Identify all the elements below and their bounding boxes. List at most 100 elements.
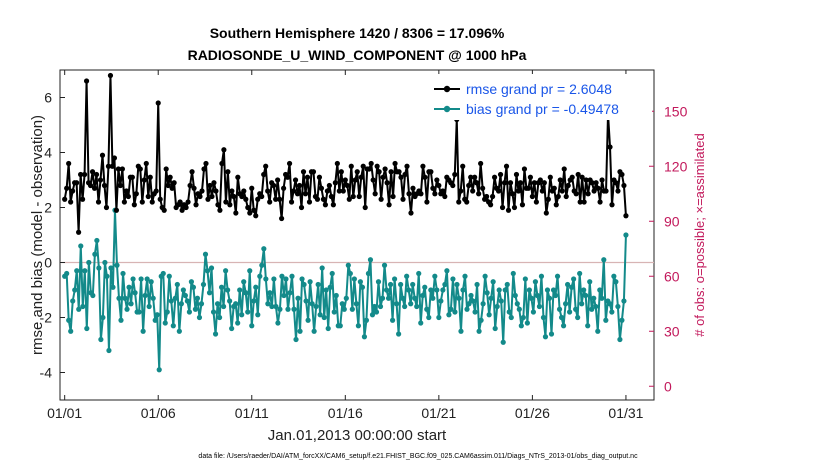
bias-point: [168, 298, 174, 304]
rmse-point: [408, 210, 414, 216]
rmse-point: [458, 188, 464, 194]
bias-point: [66, 317, 72, 323]
bias-point: [434, 287, 440, 293]
rmse-point: [591, 188, 597, 194]
bias-point: [70, 298, 76, 304]
rmse-point: [597, 199, 603, 205]
bias-point: [554, 273, 561, 279]
bias-point: [498, 298, 504, 304]
bias-point: [126, 284, 132, 290]
bias-point: [508, 314, 514, 321]
rmse-point: [247, 210, 253, 216]
y-tick-label-left: -4: [40, 365, 53, 381]
bias-point: [188, 279, 195, 285]
rmse-point: [147, 174, 153, 180]
rmse-point: [386, 202, 392, 208]
rmse-point: [89, 169, 96, 175]
rmse-point: [537, 177, 543, 183]
rmse-point: [203, 160, 209, 167]
rmse-point: [310, 169, 317, 175]
rmse-point: [261, 171, 267, 178]
bias-point: [571, 276, 577, 282]
bias-point: [72, 287, 78, 293]
legend-swatch-marker: [443, 105, 451, 113]
bias-point: [321, 314, 327, 321]
bias-point: [265, 301, 271, 307]
bias-point: [289, 273, 295, 279]
bias-point: [412, 295, 418, 301]
rmse-point: [171, 180, 177, 186]
bias-point: [476, 328, 482, 334]
bias-point: [456, 295, 462, 301]
rmse-point: [326, 182, 332, 189]
bias-point: [261, 246, 267, 252]
rmse-point: [207, 182, 213, 189]
x-axis: 01/01 01/06 01/11 01/16 01/21 01/26 01/31: [47, 70, 644, 421]
bias-point: [560, 323, 567, 329]
bias-point: [235, 320, 241, 326]
bias-point: [237, 287, 243, 293]
rmse-point: [193, 202, 199, 208]
bias-point: [426, 314, 432, 321]
rmse-point: [97, 177, 104, 183]
rmse-point: [249, 185, 255, 191]
y-axis-right: 0 30 60 90 120 150: [649, 103, 688, 394]
rmse-point: [581, 199, 587, 205]
bias-point: [200, 281, 207, 288]
bias-point: [184, 298, 190, 304]
rmse-point: [398, 174, 404, 180]
rmse-point: [525, 185, 532, 191]
bias-point: [267, 290, 273, 296]
rmse-point: [153, 188, 159, 194]
bias-point: [490, 279, 496, 285]
bias-point: [216, 314, 223, 321]
bias-point: [146, 303, 152, 310]
bias-point: [534, 292, 541, 299]
rmse-point: [316, 174, 323, 180]
rmse-point: [149, 199, 155, 205]
rmse-point: [143, 160, 149, 167]
x-tick-label: 01/11: [235, 405, 269, 421]
bias-point: [68, 328, 74, 334]
rmse-point: [294, 191, 301, 197]
rmse-point: [265, 188, 271, 194]
rmse-point: [107, 72, 114, 79]
bias-point: [253, 284, 259, 290]
bias-point: [617, 336, 623, 343]
rmse-point: [356, 193, 362, 200]
bias-point: [440, 287, 446, 293]
bias-point: [532, 279, 539, 285]
rmse-point: [288, 199, 295, 205]
bias-point: [311, 328, 317, 334]
bias-point: [611, 273, 617, 279]
bias-point: [110, 284, 116, 290]
bias-point: [436, 314, 442, 321]
bias-point: [329, 270, 335, 277]
bias-point: [424, 306, 430, 312]
rmse-point: [599, 177, 605, 183]
rmse-point: [259, 193, 265, 200]
rmse-point: [509, 191, 516, 197]
rmse-point: [235, 174, 241, 180]
bias-point: [504, 281, 510, 288]
bias-point: [218, 284, 225, 290]
rmse-point: [344, 182, 350, 189]
rmse-point: [519, 202, 526, 208]
bias-point: [214, 301, 221, 307]
bias-point: [398, 281, 404, 288]
rmse-point: [239, 193, 245, 200]
bias-point: [297, 328, 303, 334]
bias-point: [450, 276, 456, 282]
rmse-point: [613, 180, 619, 186]
rmse-point: [340, 188, 346, 194]
bias-point: [102, 259, 108, 266]
rmse-point: [551, 185, 557, 191]
bias-point: [567, 309, 573, 315]
bias-point: [402, 303, 408, 310]
bias-point: [243, 290, 249, 296]
y-tick-label-right: 0: [664, 378, 672, 394]
rmse-point: [137, 166, 143, 172]
rmse-point: [595, 185, 601, 191]
rmse-point: [621, 182, 627, 189]
